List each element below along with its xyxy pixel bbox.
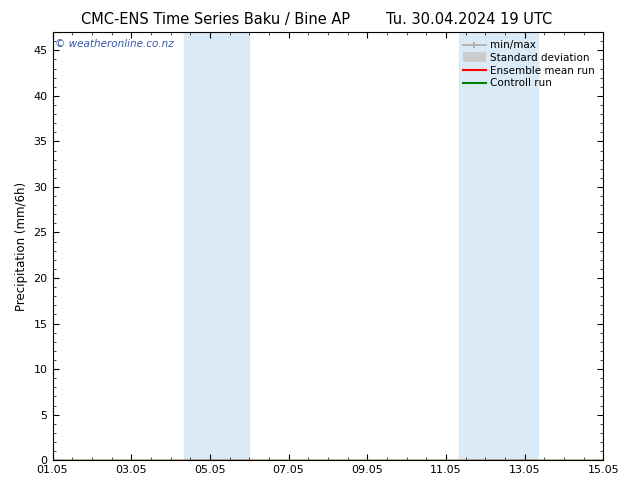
Y-axis label: Precipitation (mm/6h): Precipitation (mm/6h)	[15, 182, 28, 311]
Text: © weatheronline.co.nz: © weatheronline.co.nz	[55, 39, 174, 49]
Bar	[183, 32, 249, 460]
Text: CMC-ENS Time Series Baku / Bine AP: CMC-ENS Time Series Baku / Bine AP	[81, 12, 350, 27]
Bar	[459, 32, 538, 460]
Text: Tu. 30.04.2024 19 UTC: Tu. 30.04.2024 19 UTC	[386, 12, 552, 27]
Legend: min/max, Standard deviation, Ensemble mean run, Controll run: min/max, Standard deviation, Ensemble me…	[460, 37, 598, 92]
